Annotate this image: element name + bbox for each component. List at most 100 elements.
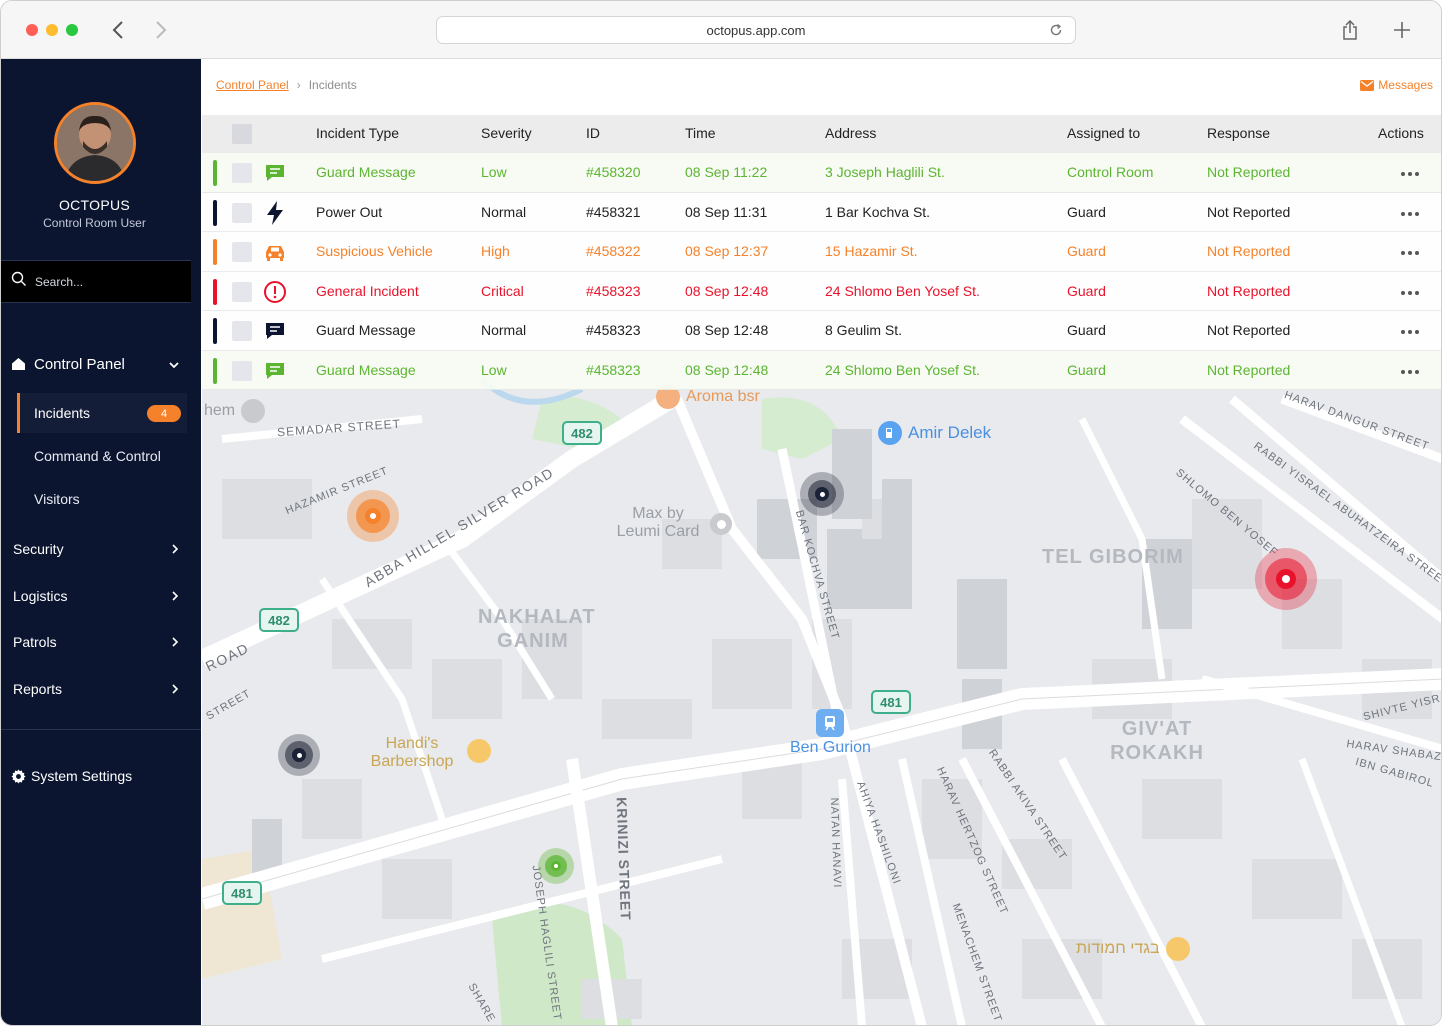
assigned-to: Guard — [1067, 322, 1106, 338]
poi-amir-delek[interactable]: Amir Delek — [878, 421, 991, 445]
row-checkbox[interactable] — [232, 321, 252, 341]
table-row[interactable]: Power Out Normal #458321 08 Sep 11:31 1 Bar … — [202, 192, 1441, 232]
incident-pin-dark[interactable] — [800, 472, 844, 516]
incident-id: #458323 — [586, 282, 641, 299]
gear-icon — [11, 768, 26, 784]
more-actions-icon[interactable] — [1401, 172, 1419, 176]
row-checkbox[interactable] — [232, 360, 252, 381]
row-checkbox[interactable] — [232, 202, 252, 223]
close-window-button[interactable] — [26, 24, 38, 36]
assigned-to: Control Room — [1067, 164, 1154, 180]
reload-icon[interactable] — [1049, 23, 1063, 40]
breadcrumb-incidents: Incidents — [308, 78, 357, 92]
sidebar-item-security[interactable]: Security — [1, 539, 201, 559]
column-header[interactable]: Address — [825, 125, 877, 141]
severity: Normal — [481, 322, 527, 338]
back-icon[interactable] — [106, 17, 130, 43]
poi-ben-gurion[interactable]: Ben Gurion — [790, 709, 871, 757]
table-row[interactable]: Guard Message Low #458323 08 Sep 12:48 24 Sh… — [202, 350, 1441, 390]
fuel-icon — [878, 421, 902, 445]
share-icon[interactable] — [1338, 18, 1362, 42]
incident-pin-red[interactable] — [1255, 548, 1317, 610]
incidents-table: Incident Type Severity ID Time Address A… — [202, 115, 1441, 390]
url-text: octopus.app.com — [706, 22, 806, 38]
more-actions-icon[interactable] — [1401, 251, 1419, 255]
search-box[interactable] — [1, 260, 191, 303]
poi-max-leumi[interactable]: Max by Leumi Card — [616, 505, 700, 540]
sidebar-item-visitors[interactable]: Visitors — [17, 479, 187, 519]
minimize-window-button[interactable] — [46, 24, 58, 36]
avatar[interactable] — [54, 102, 136, 184]
assigned-to: Guard — [1067, 243, 1106, 259]
row-checkbox[interactable] — [232, 281, 252, 302]
assigned-to: Guard — [1067, 282, 1106, 299]
main-content: SEMADAR STREET HAZAMIR STREET ABBA HILLE… — [202, 59, 1441, 1025]
incident-pin-green[interactable] — [538, 848, 574, 884]
incident-type: Guard Message — [316, 322, 416, 338]
home-icon — [11, 357, 26, 371]
forward-icon[interactable] — [149, 17, 173, 43]
mail-icon — [1360, 79, 1375, 91]
breadcrumb-control-panel[interactable]: Control Panel — [216, 78, 289, 92]
sidebar-item-label: Command & Control — [34, 448, 161, 464]
sidebar-item-incidents[interactable]: Incidents 4 — [17, 393, 187, 433]
table-row[interactable]: General Incident Critical #458323 08 Sep 12… — [202, 271, 1441, 311]
more-actions-icon[interactable] — [1401, 330, 1419, 334]
response-status: Not Reported — [1207, 164, 1291, 180]
column-header[interactable]: Severity — [481, 125, 532, 141]
poi-handis-barbershop[interactable]: Handi's Barbershop — [370, 735, 454, 770]
select-all-checkbox[interactable] — [232, 124, 252, 144]
user-role: Control Room User — [43, 216, 146, 230]
column-header[interactable]: ID — [586, 125, 600, 141]
column-header: Actions — [1378, 125, 1424, 141]
poi-partial[interactable]: hem — [204, 399, 266, 423]
severity-indicator — [213, 278, 217, 305]
road-shield: 482 — [259, 608, 299, 632]
sidebar-item-command-control[interactable]: Command & Control — [17, 436, 187, 476]
table-row[interactable]: Guard Message Low #458320 08 Sep 11:22 3 Jos… — [202, 153, 1441, 193]
new-tab-icon[interactable] — [1390, 18, 1414, 42]
train-icon — [816, 709, 845, 737]
menu-control-panel[interactable]: Control Panel — [1, 354, 201, 374]
road-shield: 482 — [562, 421, 602, 445]
messages-link[interactable]: Messages — [1360, 78, 1433, 92]
incident-time: 08 Sep 12:37 — [685, 243, 769, 259]
area-label: NAKHALAT GANIM — [478, 606, 596, 652]
incident-time: 08 Sep 11:22 — [685, 164, 768, 180]
column-header[interactable]: Time — [685, 125, 716, 141]
sidebar: OCTOPUS Control Room User Control Panel … — [1, 59, 201, 1025]
column-header[interactable]: Incident Type — [316, 125, 400, 141]
poi-store[interactable]: בגדי חמודות — [1076, 937, 1190, 961]
table-row[interactable]: Guard Message Normal #458323 08 Sep 12:48 8 … — [202, 311, 1441, 351]
severity: Normal — [481, 203, 527, 220]
chat-icon — [263, 319, 287, 343]
address-bar[interactable]: octopus.app.com — [436, 16, 1076, 44]
museum-icon — [241, 399, 266, 423]
more-actions-icon[interactable] — [1401, 369, 1419, 374]
more-actions-icon[interactable] — [1401, 290, 1419, 295]
sidebar-item-system-settings[interactable]: System Settings — [1, 766, 201, 786]
incident-address: 24 Shlomo Ben Yosef St. — [825, 282, 980, 299]
row-checkbox[interactable] — [232, 242, 252, 262]
incident-address: 24 Shlomo Ben Yosef St. — [825, 361, 980, 378]
page-header: Control Panel › Incidents Messages — [202, 59, 1441, 115]
column-header[interactable]: Assigned to — [1067, 125, 1141, 141]
search-icon — [11, 271, 27, 292]
sidebar-item-logistics[interactable]: Logistics — [1, 586, 201, 606]
incident-pin-orange[interactable] — [347, 490, 399, 542]
severity: Critical — [481, 282, 524, 299]
column-header[interactable]: Response — [1207, 125, 1271, 141]
table-row[interactable]: Suspicious Vehicle High #458322 08 Sep 12:3… — [202, 232, 1441, 272]
chat-icon — [263, 161, 287, 185]
sidebar-item-patrols[interactable]: Patrols — [1, 632, 201, 652]
incident-type: Suspicious Vehicle — [316, 243, 433, 259]
search-input[interactable] — [35, 274, 175, 289]
maximize-window-button[interactable] — [66, 24, 78, 36]
sidebar-item-reports[interactable]: Reports — [1, 679, 201, 699]
incident-pin-dark[interactable] — [278, 734, 320, 776]
incident-id: #458323 — [586, 361, 641, 378]
incident-address: 1 Bar Kochva St. — [825, 203, 931, 220]
more-actions-icon[interactable] — [1401, 211, 1419, 216]
row-checkbox[interactable] — [232, 163, 252, 183]
